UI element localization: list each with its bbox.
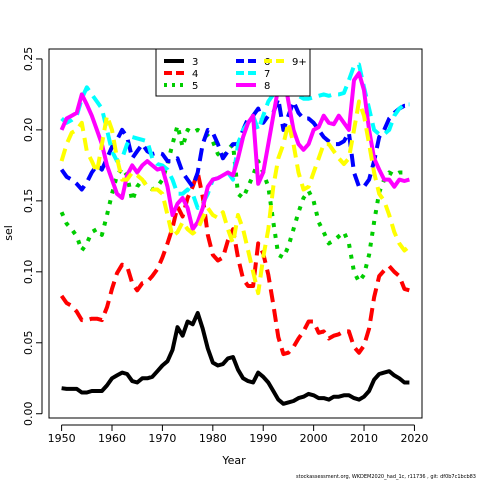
legend-label-5: 5 [192,81,198,92]
y-tick-label-2: 0.10 [22,260,35,285]
series-line-6 [59,96,410,192]
x-tick-label-1990: 1990 [249,432,277,445]
legend-label-7: 7 [264,69,270,80]
x-tick-label-2000: 2000 [300,432,328,445]
x-tick-label-1960: 1960 [98,432,126,445]
legend-box [155,48,311,97]
y-axis-title: sel [2,225,15,241]
x-tick-label-1980: 1980 [199,432,227,445]
source-footnote: stockassessment.org, WKDEM2020_had_1c, r… [296,474,476,480]
legend-label-3: 3 [192,57,198,68]
series-line-8 [59,71,410,232]
series-layer [59,62,411,406]
y-tick-label-0: 0.00 [22,401,35,426]
x-tick-label-2010: 2010 [350,432,378,445]
x-axis-title: Year [221,454,246,467]
y-tick-label-1: 0.05 [22,331,35,356]
series-line-9plus [59,99,411,296]
legend-label-9plus: 9+ [292,57,307,68]
legend: 3456789+ [155,48,311,97]
y-tick-label-5: 0.25 [22,47,35,72]
x-tick-label-2020: 2020 [400,432,428,445]
series-line-4 [59,170,410,357]
axis-layer: 1950 1960 1970 1980 1990 2000 2010 2020 0.00 0.05… [22,47,428,445]
y-tick-label-4: 0.20 [22,118,35,143]
y-tick-label-3: 0.15 [22,189,35,214]
x-tick-label-1970: 1970 [148,432,176,445]
x-tick-label-1950: 1950 [48,432,76,445]
legend-label-4: 4 [192,69,198,80]
series-line-3 [61,311,410,406]
legend-label-8: 8 [264,81,270,92]
